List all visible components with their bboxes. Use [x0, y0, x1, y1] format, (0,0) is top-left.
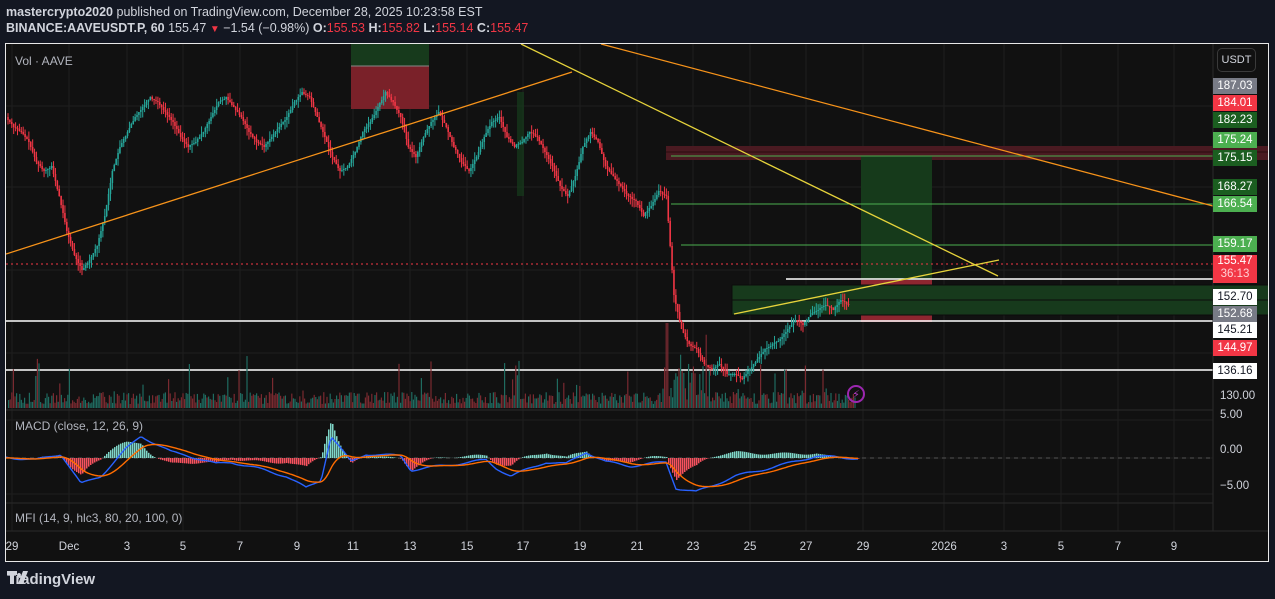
price-label: 136.16	[1213, 363, 1257, 379]
price-label: 187.03	[1213, 78, 1257, 94]
author-name[interactable]: mastercrypto2020	[6, 5, 114, 19]
mfi-pane-label[interactable]: MFI (14, 9, hlc3, 80, 20, 100, 0)	[15, 511, 183, 525]
axis-tick: 5.00	[1220, 409, 1243, 421]
time-tick: 19	[573, 541, 587, 553]
time-tick: 17	[516, 541, 530, 553]
axis-tick: 130.00	[1220, 390, 1256, 402]
time-tick: 5	[179, 541, 187, 553]
price-change: −1.54 (−0.98%)	[223, 21, 310, 35]
last-price-value: 155.47	[1217, 255, 1253, 267]
close-label: C:	[476, 21, 491, 35]
tradingview-logo-icon	[7, 571, 28, 584]
volume-bars	[8, 323, 856, 408]
chart-frame[interactable]: Vol · AAVE MACD (close, 12, 26, 9) MFI (…	[5, 43, 1269, 562]
time-tick: Dec	[58, 541, 80, 553]
signal-line	[6, 443, 859, 488]
last-price-label: 155.47 36:13	[1213, 255, 1257, 283]
time-tick: 11	[347, 541, 359, 553]
price-label: 175.24	[1213, 132, 1257, 148]
symbol[interactable]: BINANCE:AAVEUSDT.P, 60	[6, 21, 165, 35]
descending-trendline-major[interactable]	[600, 44, 1214, 207]
bar-countdown: 36:13	[1220, 268, 1250, 280]
time-tick: 3	[1000, 541, 1008, 553]
ascending-support-line[interactable]	[733, 259, 1000, 315]
time-tick: 29	[5, 541, 19, 553]
time-tick: 7	[1114, 541, 1122, 553]
demand-zone-lower[interactable]	[731, 299, 1269, 316]
high-value: 155.82	[381, 21, 420, 35]
macd-pane-label[interactable]: MACD (close, 12, 26, 9)	[15, 419, 144, 433]
price-label: 145.21	[1213, 322, 1257, 338]
time-tick: 21	[630, 541, 644, 553]
axis-tick: −5.00	[1220, 480, 1250, 492]
symbol-info: BINANCE:AAVEUSDT.P, 60 155.47 ▼ −1.54 (−…	[6, 21, 528, 35]
currency-button[interactable]: USDT	[1217, 48, 1256, 72]
down-triangle-icon: ▼	[209, 24, 220, 35]
time-tick: 15	[460, 541, 474, 553]
price-label: 152.68	[1213, 306, 1257, 322]
time-tick: 7	[236, 541, 244, 553]
open-value: 155.53	[326, 21, 365, 35]
time-tick: 9	[1170, 541, 1178, 553]
price-candles	[7, 87, 850, 385]
time-tick: 29	[856, 541, 870, 553]
price-label: 166.54	[1213, 196, 1257, 212]
time-tick: 23	[686, 541, 700, 553]
axis-tick: 0.00	[1220, 444, 1243, 456]
time-tick: 27	[799, 541, 813, 553]
price-label: 182.23	[1213, 112, 1257, 128]
last-price: 155.47	[168, 21, 207, 35]
low-value: 155.14	[435, 21, 474, 35]
publish-info: mastercrypto2020 published on TradingVie…	[6, 5, 482, 19]
brand-name: TradingView	[7, 571, 96, 588]
long-position-profit-zone[interactable]	[351, 44, 429, 66]
time-tick: 3	[123, 541, 131, 553]
close-value: 155.47	[490, 21, 529, 35]
price-label: 168.27	[1213, 179, 1257, 195]
price-label: 184.01	[1213, 95, 1257, 111]
time-tick: 2026	[931, 541, 957, 553]
price-label: 152.70	[1213, 289, 1257, 305]
volume-pane-label[interactable]: Vol · AAVE	[15, 54, 73, 68]
high-label: H:	[368, 21, 382, 35]
time-tick: 5	[1057, 541, 1065, 553]
published-text: published on TradingView.com, December 2…	[116, 5, 483, 19]
open-label: O:	[312, 21, 327, 35]
long-target-zone[interactable]	[861, 156, 932, 279]
lightning-event-icon[interactable]: ⚡	[847, 385, 865, 403]
price-label: 144.97	[1213, 340, 1257, 356]
time-tick: 25	[743, 541, 757, 553]
long-position-stop-zone[interactable]	[351, 66, 429, 109]
price-label: 175.15	[1213, 150, 1257, 166]
price-label: 159.17	[1213, 236, 1257, 252]
tradingview-logo[interactable]: TradingView	[7, 571, 95, 588]
ascending-trendline[interactable]	[6, 71, 573, 255]
time-tick: 9	[293, 541, 301, 553]
low-label: L:	[423, 21, 436, 35]
chart-canvas[interactable]	[6, 44, 1269, 562]
descending-trendline-minor[interactable]	[520, 44, 999, 277]
time-tick: 13	[403, 541, 417, 553]
